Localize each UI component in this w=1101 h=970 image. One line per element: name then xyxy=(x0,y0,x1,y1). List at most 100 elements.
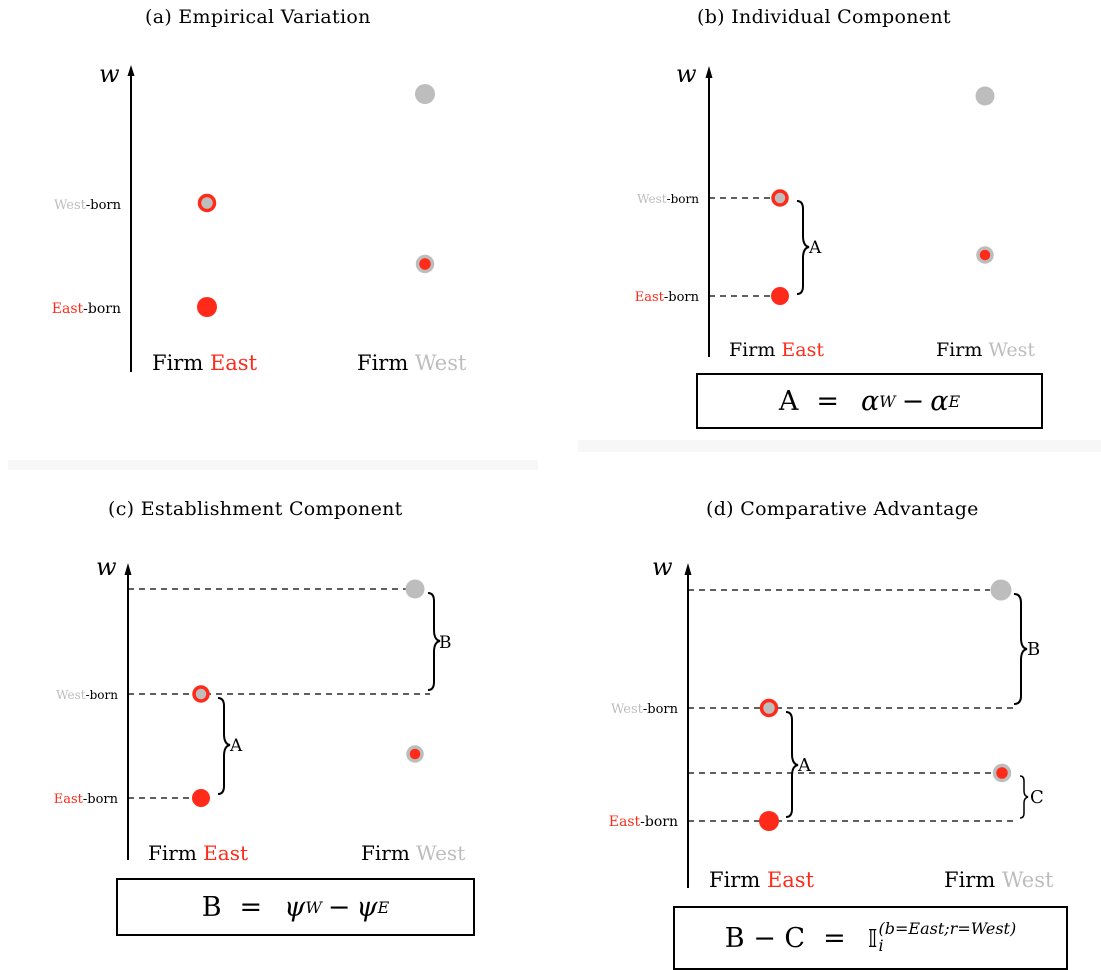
west-born-in-west-firm-dot xyxy=(415,84,435,104)
west-born-label: West-born xyxy=(56,688,118,702)
east-born-label: East-born xyxy=(635,290,700,305)
west-word: West xyxy=(416,841,465,865)
formula-term1-sub: W xyxy=(305,898,321,917)
brace-a-label: A xyxy=(797,755,812,776)
formula-term2: ψ xyxy=(356,892,377,923)
brace-b-label: B xyxy=(1027,639,1040,660)
east-word: East xyxy=(635,290,665,305)
y-axis-arrowhead xyxy=(685,563,692,575)
east-born-in-west-firm-dot xyxy=(408,747,422,761)
east-born-in-west-firm-dot xyxy=(995,766,1010,781)
firm-west-label: Firm West xyxy=(936,339,1035,361)
firm-east-label: Firm East xyxy=(148,841,248,865)
west-born-in-east-firm-dot xyxy=(773,191,787,205)
east-born-label: East-born xyxy=(54,792,119,807)
firm-west-label: Firm West xyxy=(361,841,465,865)
formula-lhs: A xyxy=(779,386,799,417)
east-born-label: East-born xyxy=(609,814,678,830)
born-suffix: -born xyxy=(664,290,700,305)
firm-east-label: Firm East xyxy=(152,351,258,375)
brace-b-label: B xyxy=(439,633,452,653)
west-born-label: West-born xyxy=(637,192,699,206)
west-born-in-east-firm-dot xyxy=(762,701,777,716)
y-axis-label: w xyxy=(676,60,697,88)
formula-lhs: B xyxy=(202,892,222,923)
west-born-in-west-firm-dot xyxy=(991,580,1012,601)
east-word: East xyxy=(52,301,84,317)
firm-word: Firm xyxy=(148,841,197,865)
born-suffix: -born xyxy=(640,814,678,830)
formula-equals: = xyxy=(240,892,263,923)
y-axis-arrowhead xyxy=(706,66,713,78)
born-suffix: -born xyxy=(86,688,119,702)
brace-c xyxy=(1020,776,1028,818)
formula-minus: − xyxy=(328,892,351,923)
formula-equals: = xyxy=(816,386,839,417)
east-word: East xyxy=(781,339,824,361)
firm-word: Firm xyxy=(709,868,760,892)
formula-c: B − C = 𝕀 (b=East;r=West) i xyxy=(673,906,1068,970)
indicator-superscript: (b=East;r=West) xyxy=(879,921,1017,938)
east-word: East xyxy=(210,351,258,375)
firm-word: Firm xyxy=(152,351,203,375)
west-word: West xyxy=(988,339,1035,361)
formula-term1: ψ xyxy=(284,892,305,923)
west-word: West xyxy=(611,702,644,717)
panel-c-title: (c) Establishment Component xyxy=(108,498,403,520)
east-word: East xyxy=(609,814,641,830)
east-born-in-east-firm-dot xyxy=(759,811,779,831)
east-word: East xyxy=(767,868,815,892)
brace-a-label: A xyxy=(808,238,822,258)
y-axis-arrowhead xyxy=(128,65,135,76)
formula-term1-sup: W xyxy=(879,392,895,411)
west-word: West xyxy=(415,351,467,375)
firm-west-label: Firm West xyxy=(944,868,1054,892)
born-suffix: -born xyxy=(83,792,119,807)
west-born-in-west-firm-dot xyxy=(406,580,425,599)
formula-term2: α xyxy=(930,386,948,417)
indicator-symbol: 𝕀 xyxy=(868,924,878,953)
y-axis-arrowhead xyxy=(125,563,132,575)
east-born-in-east-firm-dot xyxy=(771,287,789,305)
formula-equals: = xyxy=(823,923,846,954)
formula-term2-sub: E xyxy=(378,898,390,917)
firm-word: Firm xyxy=(936,339,982,361)
firm-word: Firm xyxy=(944,868,995,892)
east-born-in-east-firm-dot xyxy=(192,789,210,807)
west-born-in-east-firm-dot xyxy=(200,196,215,211)
east-born-in-west-firm-dot xyxy=(978,248,992,262)
born-suffix: -born xyxy=(667,192,700,206)
brace-a xyxy=(786,712,798,817)
east-born-in-west-firm-dot xyxy=(418,257,433,272)
formula-term1: α xyxy=(861,386,879,417)
born-suffix: -born xyxy=(86,198,122,213)
indicator-subscript: i xyxy=(879,938,1017,955)
formula-lhs: B − C xyxy=(725,923,805,954)
firm-word: Firm xyxy=(361,841,410,865)
west-word: West xyxy=(1002,868,1054,892)
y-axis-label: w xyxy=(99,60,120,88)
west-born-label: West-born xyxy=(611,702,679,717)
west-born-in-west-firm-dot xyxy=(976,87,995,106)
panel-c-diagram: w West-born East-born B A Firm East Firm… xyxy=(0,530,560,870)
panel-d-title: (d) Comparative Advantage xyxy=(706,498,979,520)
panel-separator-right xyxy=(578,440,1101,452)
brace-a-label: A xyxy=(229,736,243,756)
firm-east-label: Firm East xyxy=(709,868,815,892)
east-word: East xyxy=(54,792,84,807)
east-born-label: East-born xyxy=(52,301,121,317)
brace-b xyxy=(1014,594,1027,704)
west-word: West xyxy=(56,688,86,702)
west-born-in-east-firm-dot xyxy=(194,687,208,701)
firm-west-label: Firm West xyxy=(357,351,467,375)
brace-a xyxy=(797,201,809,294)
west-born-label: West-born xyxy=(54,198,122,213)
y-axis-label: w xyxy=(652,553,673,581)
born-suffix: -born xyxy=(83,301,121,317)
firm-east-label: Firm East xyxy=(729,339,824,361)
formula-minus: − xyxy=(902,386,925,417)
west-word: West xyxy=(54,198,87,213)
born-suffix: -born xyxy=(643,702,679,717)
